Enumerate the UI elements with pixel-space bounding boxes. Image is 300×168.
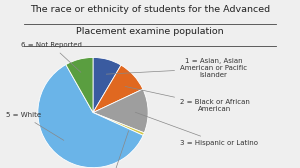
Wedge shape	[93, 57, 121, 113]
Wedge shape	[93, 65, 143, 113]
Text: 5 = White: 5 = White	[5, 112, 64, 140]
Text: Placement examine population: Placement examine population	[76, 27, 224, 36]
Wedge shape	[38, 65, 143, 168]
Text: The race or ethnicity of students for the Advanced: The race or ethnicity of students for th…	[30, 5, 270, 14]
Text: 4 = American Indian
or Alaska Native: 4 = American Indian or Alaska Native	[69, 131, 141, 168]
Text: 6 = Not Reported: 6 = Not Reported	[21, 42, 82, 72]
Wedge shape	[93, 89, 148, 133]
Wedge shape	[66, 57, 93, 113]
Text: 1 = Asian, Asian
American or Pacific
Islander: 1 = Asian, Asian American or Pacific Isl…	[106, 58, 247, 78]
Wedge shape	[93, 113, 144, 135]
Text: 2 = Black or African
American: 2 = Black or African American	[125, 87, 250, 112]
Text: 3 = Hispanic or Latino: 3 = Hispanic or Latino	[135, 112, 258, 146]
